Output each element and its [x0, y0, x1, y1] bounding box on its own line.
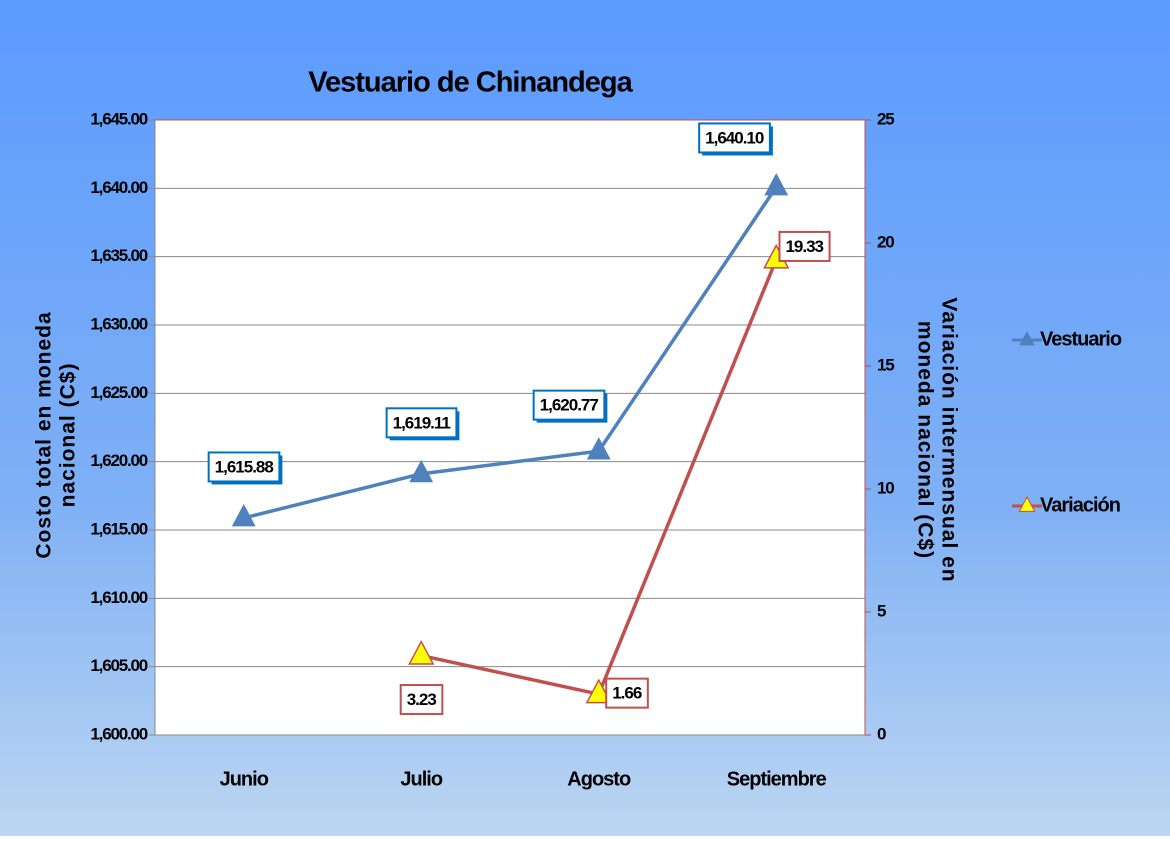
y2-axis-title: Variación intermensual en	[937, 297, 960, 582]
x-tick-label: Junio	[220, 768, 269, 790]
data-label-box	[698, 122, 771, 154]
y-axis-title: nacional (C$)	[57, 363, 80, 508]
y2-tick-label: 5	[877, 601, 886, 620]
y-tick-label: 1,600.00	[90, 724, 147, 743]
data-label: 1.66	[612, 684, 642, 703]
marker	[764, 172, 789, 196]
data-label-box	[532, 389, 606, 421]
x-tick-label: Agosto	[567, 768, 631, 790]
y-tick-label: 1,635.00	[90, 246, 147, 265]
y2-tick-label: 25	[877, 109, 894, 128]
plot-area	[155, 120, 865, 735]
y-tick-label: 1,615.00	[90, 519, 147, 538]
x-tick-label: Septiembre	[727, 768, 827, 790]
y2-tick-label: 15	[877, 355, 894, 374]
series-line	[243, 185, 778, 520]
y2-axis-title: moneda nacional (C$)	[913, 321, 936, 559]
y2-tick-label: 0	[877, 724, 886, 743]
marker	[585, 678, 612, 704]
legend-label: Variación	[1040, 494, 1120, 516]
marker	[586, 437, 611, 460]
y-axis-title: Costo total en moneda	[33, 311, 56, 558]
marker	[231, 503, 256, 527]
data-label: 1,620.77	[540, 396, 599, 415]
data-label-box	[207, 451, 281, 483]
y-tick-label: 1,640.00	[90, 178, 147, 197]
legend-marker	[1018, 495, 1036, 512]
legend-label: Vestuario	[1040, 328, 1122, 350]
y-tick-label: 1,625.00	[90, 383, 147, 402]
data-label: 1,619.11	[393, 413, 451, 432]
marker	[408, 639, 435, 665]
data-label: 19.33	[785, 237, 823, 256]
y-tick-label: 1,605.00	[90, 656, 147, 675]
y2-tick-label: 20	[877, 232, 894, 251]
x-tick-label: Julio	[400, 768, 442, 790]
y-tick-label: 1,610.00	[90, 588, 147, 607]
data-label-box	[385, 407, 458, 439]
legend-marker	[1019, 331, 1035, 346]
data-label-box	[399, 684, 444, 716]
data-label-box	[605, 677, 649, 709]
y-tick-label: 1,630.00	[90, 314, 147, 333]
chart-title: Vestuario de Chinandega	[308, 67, 633, 99]
data-label: 1,640.10	[705, 128, 764, 147]
y2-tick-label: 10	[877, 478, 894, 497]
marker	[409, 459, 434, 483]
data-label-box	[778, 230, 831, 262]
y-tick-label: 1,645.00	[90, 109, 147, 128]
data-label: 3.23	[407, 690, 437, 709]
data-label: 1,615.88	[215, 457, 274, 476]
y-tick-label: 1,620.00	[90, 451, 147, 470]
